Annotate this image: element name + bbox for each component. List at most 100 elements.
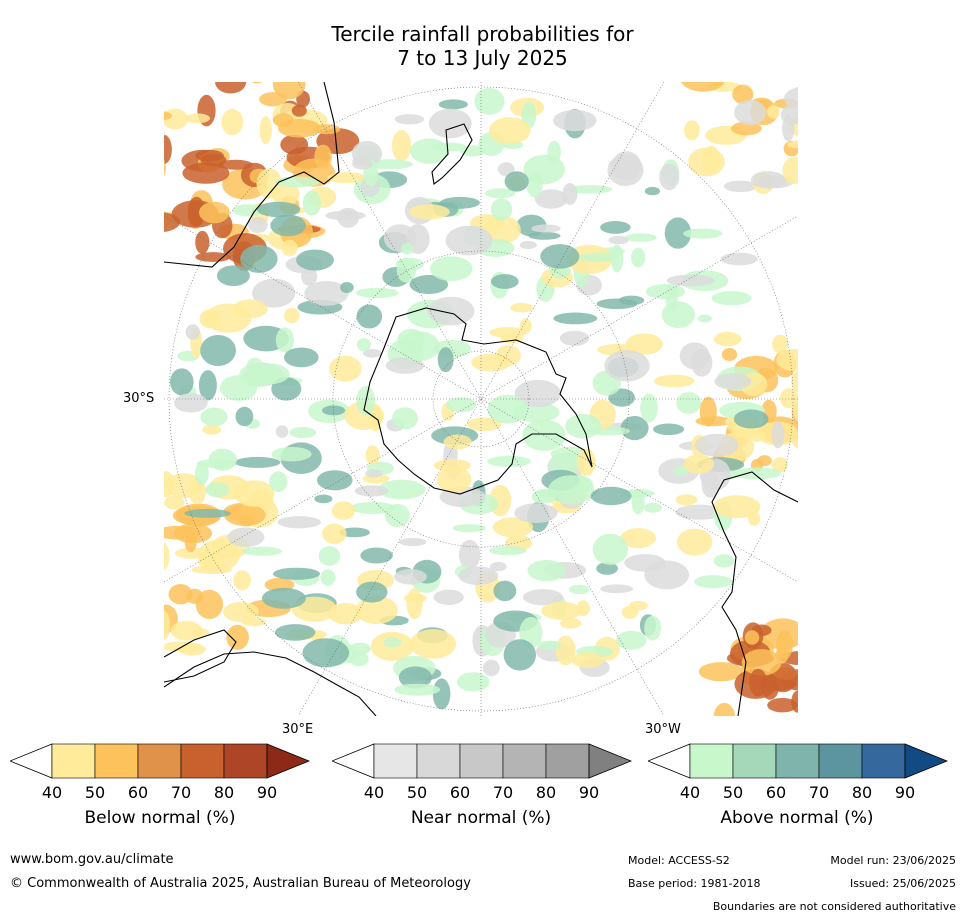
probability-patch bbox=[398, 666, 432, 689]
probability-patch bbox=[226, 624, 249, 650]
probability-patch bbox=[270, 214, 306, 237]
probability-patch bbox=[445, 225, 493, 256]
colorbar-high-extension bbox=[904, 743, 948, 779]
probability-patch bbox=[164, 495, 185, 510]
probability-patch bbox=[482, 659, 500, 677]
probability-patch bbox=[694, 433, 739, 457]
probability-patch bbox=[272, 82, 306, 100]
australia-outline bbox=[164, 82, 340, 268]
probability-patch bbox=[548, 475, 595, 505]
probability-patch bbox=[356, 338, 371, 352]
probability-patch bbox=[195, 462, 209, 485]
probability-patch bbox=[531, 224, 561, 233]
probability-patch bbox=[275, 327, 294, 353]
colorbar-segment bbox=[180, 743, 225, 779]
above-normal-colorbar bbox=[648, 743, 948, 779]
probability-patch bbox=[504, 171, 529, 192]
probability-patch bbox=[200, 335, 236, 366]
probability-patch bbox=[394, 114, 425, 125]
probability-patch bbox=[733, 467, 782, 480]
probability-patch bbox=[438, 99, 468, 110]
probability-patch bbox=[695, 416, 732, 427]
probability-patch bbox=[164, 134, 172, 165]
probability-patch bbox=[432, 678, 451, 710]
probability-patch bbox=[495, 345, 521, 366]
probability-patch bbox=[284, 347, 319, 368]
probability-patch bbox=[537, 640, 562, 650]
probability-patch bbox=[522, 589, 564, 606]
probability-patch bbox=[164, 159, 166, 177]
probability-patch bbox=[620, 528, 657, 549]
colorbar-segment bbox=[94, 743, 139, 779]
tick-label: 80 bbox=[851, 783, 873, 802]
probability-patch bbox=[227, 527, 265, 547]
probability-patch bbox=[275, 425, 289, 438]
below-normal-colorbar bbox=[10, 743, 310, 779]
probability-patch bbox=[694, 575, 733, 589]
model-text: Model: ACCESS-S2 bbox=[628, 854, 730, 867]
probability-patch bbox=[744, 630, 760, 645]
probability-patch bbox=[713, 331, 742, 347]
probability-patch bbox=[215, 82, 247, 94]
probability-patch bbox=[553, 312, 598, 325]
probability-patch bbox=[240, 244, 278, 273]
tick-label: 70 bbox=[170, 783, 192, 802]
lon-label-30w: 30°W bbox=[645, 722, 681, 737]
probability-patch bbox=[489, 545, 527, 556]
colorbar-segment bbox=[861, 743, 906, 779]
probability-patch bbox=[720, 252, 758, 266]
probability-patch bbox=[683, 228, 723, 239]
colorbar-segment bbox=[545, 743, 590, 779]
tick-label: 40 bbox=[363, 783, 385, 802]
probability-patch bbox=[360, 547, 393, 564]
probability-map bbox=[164, 82, 798, 716]
probability-patch bbox=[643, 502, 662, 513]
model-run-text: Model run: 23/06/2025 bbox=[830, 854, 956, 867]
probability-patch bbox=[487, 455, 531, 467]
probability-patch bbox=[592, 533, 629, 565]
probability-patch bbox=[392, 407, 418, 430]
probability-patch bbox=[775, 647, 789, 664]
probability-patch bbox=[787, 140, 798, 149]
probability-patch bbox=[568, 584, 590, 595]
probability-patch bbox=[466, 417, 502, 432]
probability-patch bbox=[352, 156, 367, 165]
probability-patch bbox=[433, 589, 464, 605]
near-normal-colorbar bbox=[332, 743, 632, 779]
colorbar-segment bbox=[732, 743, 777, 779]
probability-patch bbox=[490, 561, 507, 572]
probability-patch bbox=[220, 375, 258, 401]
probability-patch bbox=[329, 355, 362, 382]
probability-patch bbox=[398, 331, 440, 361]
probability-patch bbox=[487, 394, 528, 424]
probability-patch bbox=[251, 363, 290, 385]
probability-patch bbox=[459, 145, 486, 157]
probability-patch bbox=[474, 88, 505, 115]
probability-patch bbox=[377, 479, 426, 500]
probability-patch bbox=[514, 503, 558, 523]
probability-patch bbox=[337, 207, 360, 228]
probability-patch bbox=[410, 138, 449, 164]
probability-patch bbox=[576, 448, 596, 477]
website-link[interactable]: www.bom.gov.au/climate bbox=[10, 852, 174, 867]
probability-patch bbox=[223, 601, 259, 623]
probability-patch bbox=[749, 668, 768, 697]
map-title-line-1: Tercile rainfall probabilities for bbox=[331, 22, 634, 46]
probability-patch bbox=[257, 201, 301, 218]
probability-patch bbox=[452, 524, 487, 533]
probability-patch bbox=[483, 216, 521, 244]
probability-patch bbox=[356, 304, 383, 329]
probability-patch bbox=[304, 281, 349, 306]
probability-patch bbox=[711, 291, 752, 306]
probability-patch bbox=[328, 603, 363, 625]
probability-patch bbox=[767, 698, 798, 713]
probability-patch bbox=[644, 615, 662, 641]
colorbar-high-extension bbox=[588, 743, 632, 779]
probability-patch bbox=[164, 525, 202, 540]
probability-patch bbox=[192, 628, 210, 638]
probability-patch bbox=[182, 162, 230, 184]
probability-patch bbox=[616, 630, 647, 650]
probability-patch bbox=[560, 618, 582, 629]
probability-patch bbox=[365, 445, 380, 465]
probability-patch bbox=[241, 546, 283, 556]
